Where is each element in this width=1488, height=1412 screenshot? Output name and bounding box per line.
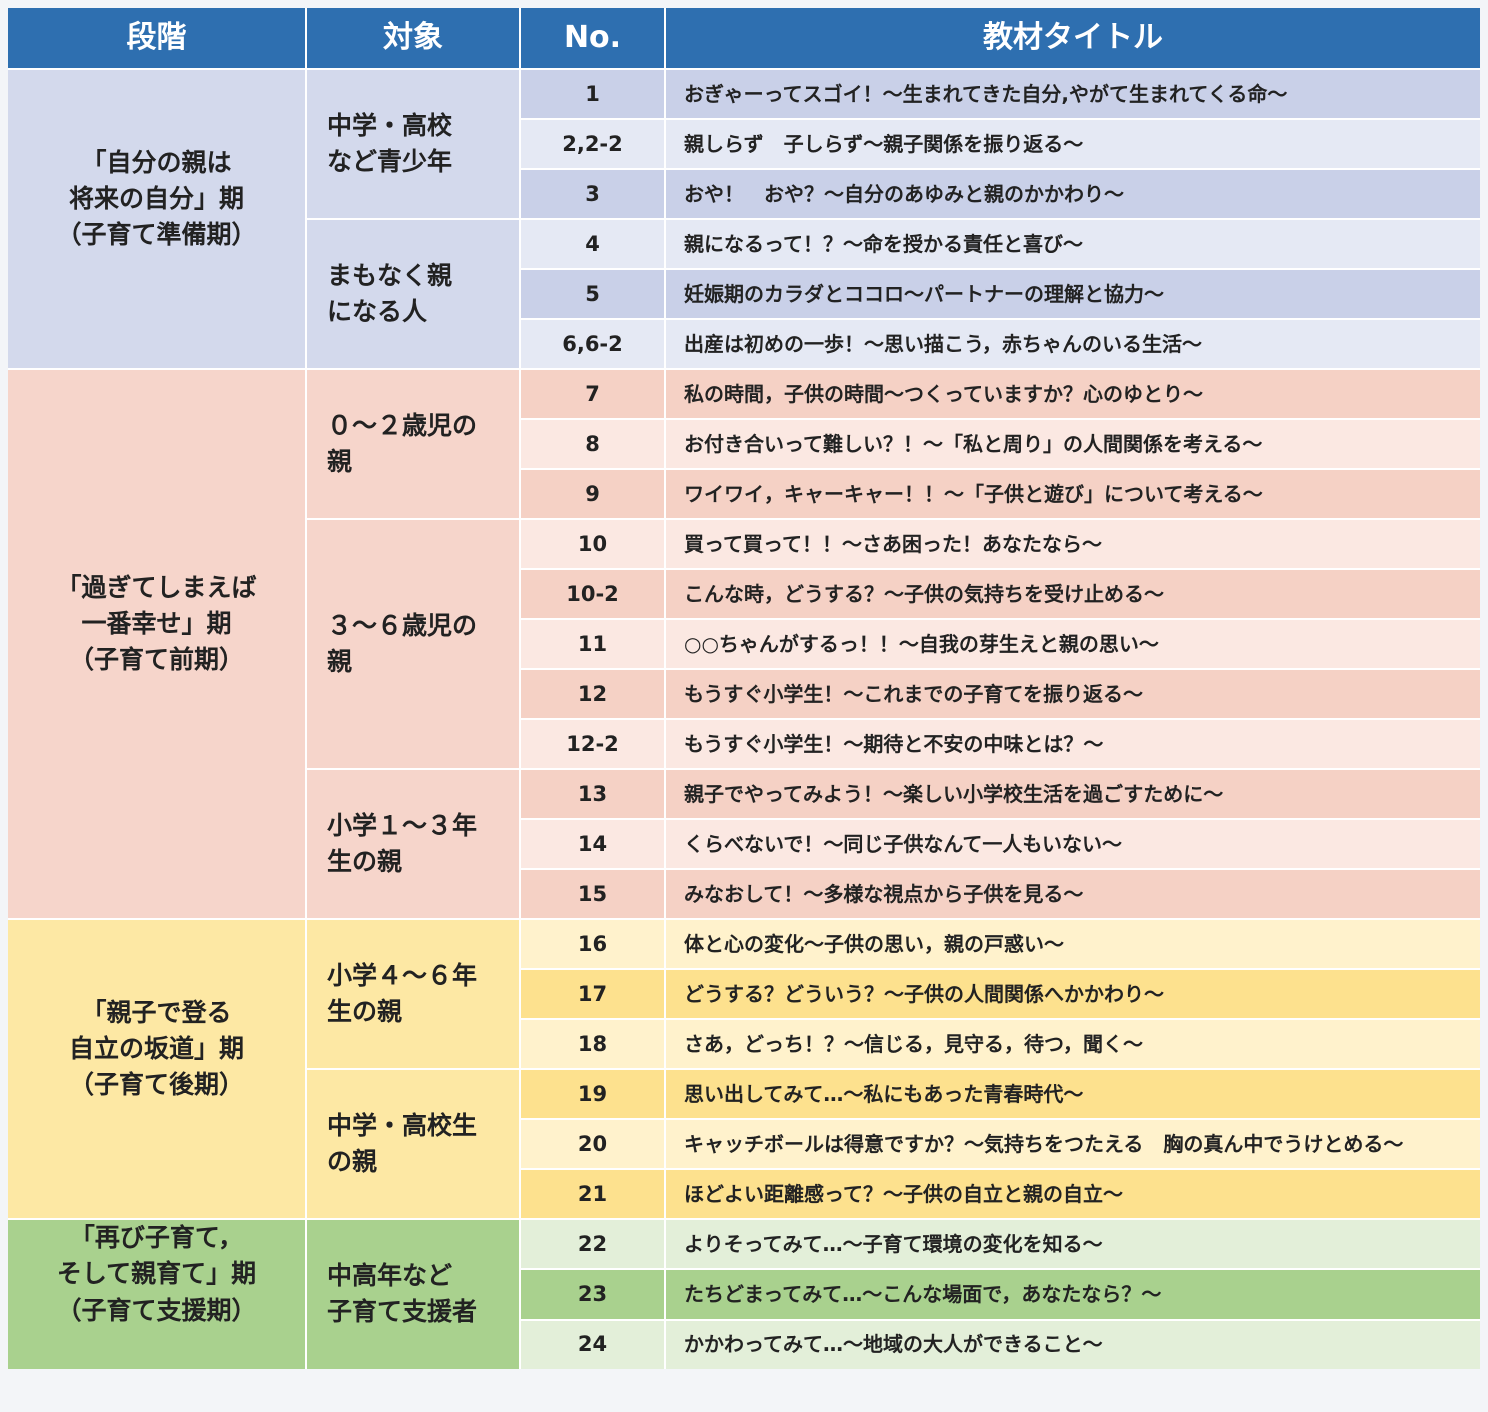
material-no: 23 bbox=[521, 1270, 664, 1319]
material-title: ○○ちゃんがするっ！！〜自我の芽生えと親の思い〜 bbox=[666, 620, 1480, 668]
material-title: 買って買って！！〜さあ困った！あなたなら〜 bbox=[666, 520, 1480, 568]
material-no: 6,6-2 bbox=[521, 320, 664, 368]
material-no: 10-2 bbox=[521, 570, 664, 618]
material-no: 1 bbox=[521, 70, 664, 118]
material-title: もうすぐ小学生！〜期待と不安の中味とは？〜 bbox=[666, 720, 1480, 768]
material-no: 24 bbox=[521, 1320, 664, 1369]
material-no: 2,2-2 bbox=[521, 120, 664, 168]
stage-label: 「自分の親は 将来の自分」期 （子育て準備期） bbox=[8, 70, 305, 368]
material-no: 15 bbox=[521, 870, 664, 918]
material-no: 3 bbox=[521, 170, 664, 218]
materials-table: 段階 対象 No. 教材タイトル 「自分の親は 将来の自分」期 （子育て準備期） 中学・高… bbox=[8, 8, 1480, 1369]
material-no: 10 bbox=[521, 520, 664, 568]
material-no: 11 bbox=[521, 620, 664, 668]
material-no: 9 bbox=[521, 470, 664, 518]
material-title: もうすぐ小学生！〜これまでの子育てを振り返る〜 bbox=[666, 670, 1480, 718]
material-title: よりそってみて…〜子育て環境の変化を知る〜 bbox=[666, 1220, 1480, 1269]
material-no: 5 bbox=[521, 270, 664, 318]
target-label: ３〜６歳児の 親 bbox=[307, 520, 519, 768]
material-no: 13 bbox=[521, 770, 664, 818]
material-no: 22 bbox=[521, 1220, 664, 1269]
material-title: かかわってみて…〜地域の大人ができること〜 bbox=[666, 1320, 1480, 1369]
target-label: 小学４〜６年 生の親 bbox=[307, 920, 519, 1068]
material-no: 12 bbox=[521, 670, 664, 718]
material-no: 17 bbox=[521, 970, 664, 1018]
material-title: くらべないで！〜同じ子供なんて一人もいない〜 bbox=[666, 820, 1480, 868]
material-title: 親子でやってみよう！〜楽しい小学校生活を過ごすために〜 bbox=[666, 770, 1480, 818]
material-title: 妊娠期のカラダとココロ〜パートナーの理解と協力〜 bbox=[666, 270, 1480, 318]
stage-label: 「親子で登る 自立の坂道」期 （子育て後期） bbox=[8, 920, 305, 1218]
material-title: みなおして！〜多様な視点から子供を見る〜 bbox=[666, 870, 1480, 918]
material-no: 20 bbox=[521, 1120, 664, 1168]
material-title: 体と心の変化〜子供の思い，親の戸惑い〜 bbox=[666, 920, 1480, 968]
header-cell: 段階 bbox=[8, 8, 305, 68]
stage-label: 「再び子育て， そして親育て」期 （子育て支援期） bbox=[8, 1220, 305, 1369]
material-title: たちどまってみて…〜こんな場面で，あなたなら？〜 bbox=[666, 1270, 1480, 1319]
header-cell: 対象 bbox=[307, 8, 519, 68]
material-no: 16 bbox=[521, 920, 664, 968]
material-title: キャッチボールは得意ですか？〜気持ちをつたえる 胸の真ん中でうけとめる〜 bbox=[666, 1120, 1480, 1168]
material-title: さあ，どっち！？〜信じる，見守る，待つ，聞く〜 bbox=[666, 1020, 1480, 1068]
material-title: おや！ おや？〜自分のあゆみと親のかかわり〜 bbox=[666, 170, 1480, 218]
material-title: ほどよい距離感って？〜子供の自立と親の自立〜 bbox=[666, 1170, 1480, 1218]
material-no: 14 bbox=[521, 820, 664, 868]
material-title: ワイワイ，キャーキャー！！〜「子供と遊び」について考える〜 bbox=[666, 470, 1480, 518]
material-title: お付き合いって難しい？！〜「私と周り」の人間関係を考える〜 bbox=[666, 420, 1480, 468]
material-title: 親になるって！？〜命を授かる責任と喜び〜 bbox=[666, 220, 1480, 268]
material-no: 19 bbox=[521, 1070, 664, 1118]
target-label: 中学・高校生 の親 bbox=[307, 1070, 519, 1218]
target-label: 中高年など 子育て支援者 bbox=[307, 1220, 519, 1369]
material-title: おぎゃーってスゴイ！〜生まれてきた自分,やがて生まれてくる命〜 bbox=[666, 70, 1480, 118]
material-title: 私の時間，子供の時間〜つくっていますか？心のゆとり〜 bbox=[666, 370, 1480, 418]
material-title: どうする？どういう？〜子供の人間関係へかかわり〜 bbox=[666, 970, 1480, 1018]
material-no: 12-2 bbox=[521, 720, 664, 768]
material-no: 21 bbox=[521, 1170, 664, 1218]
material-no: 4 bbox=[521, 220, 664, 268]
material-title: 親しらず 子しらず〜親子関係を振り返る〜 bbox=[666, 120, 1480, 168]
target-label: まもなく親 になる人 bbox=[307, 220, 519, 368]
material-title: こんな時，どうする？〜子供の気持ちを受け止める〜 bbox=[666, 570, 1480, 618]
material-title: 出産は初めの一歩！〜思い描こう，赤ちゃんのいる生活〜 bbox=[666, 320, 1480, 368]
target-label: 小学１〜３年 生の親 bbox=[307, 770, 519, 918]
target-label: ０〜２歳児の 親 bbox=[307, 370, 519, 518]
material-no: 7 bbox=[521, 370, 664, 418]
header-cell: No. bbox=[521, 8, 664, 68]
stage-label: 「過ぎてしまえば 一番幸せ」期 （子育て前期） bbox=[8, 370, 305, 918]
material-no: 8 bbox=[521, 420, 664, 468]
target-label: 中学・高校 など青少年 bbox=[307, 70, 519, 218]
material-no: 18 bbox=[521, 1020, 664, 1068]
header-cell: 教材タイトル bbox=[666, 8, 1480, 68]
material-title: 思い出してみて…〜私にもあった青春時代〜 bbox=[666, 1070, 1480, 1118]
